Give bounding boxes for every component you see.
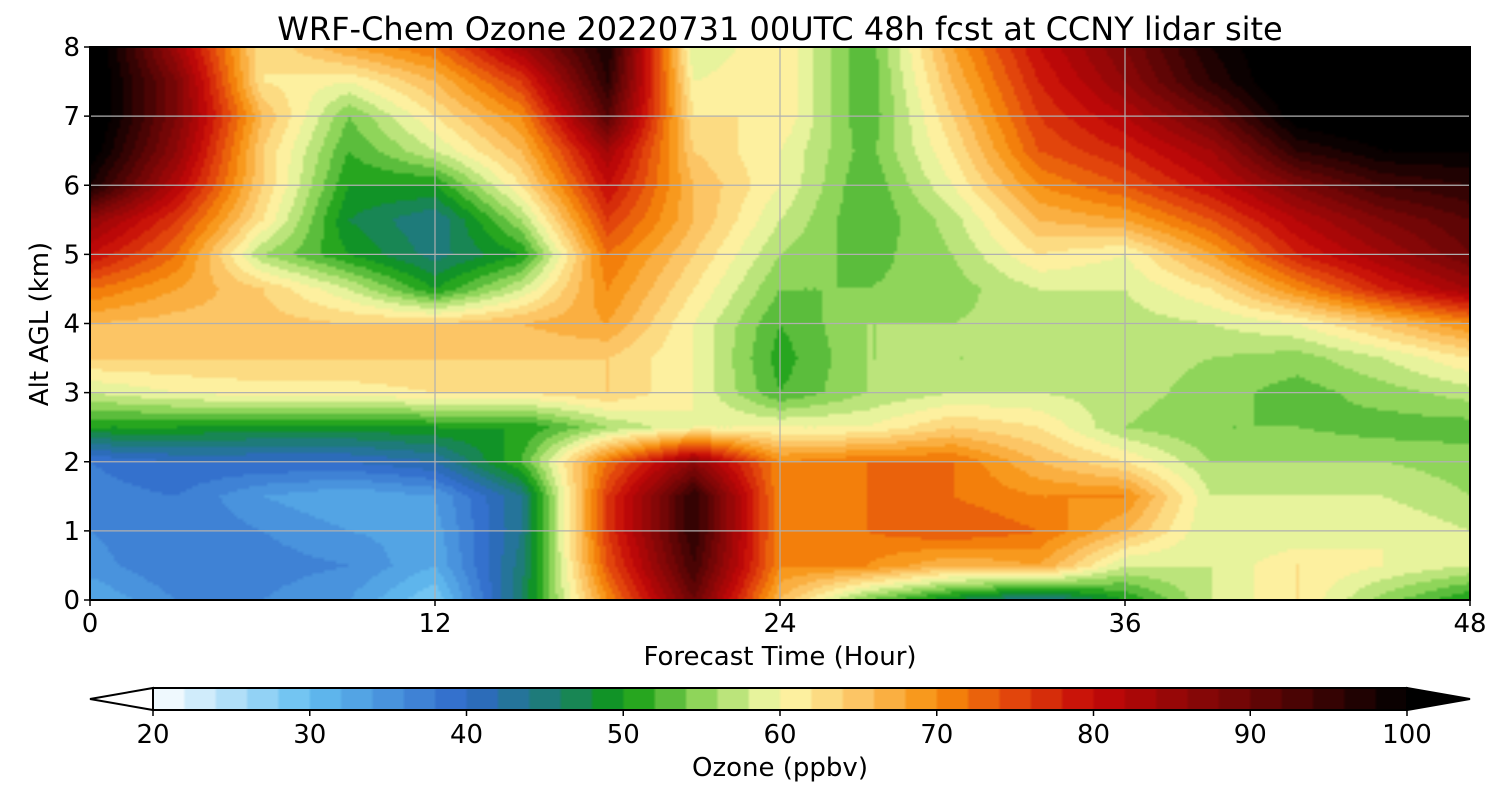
colorbar-tick-label: 100 <box>1382 720 1432 750</box>
grid <box>90 47 1470 600</box>
x-axis-label: Forecast Time (Hour) <box>643 642 916 672</box>
colorbar-extend-low <box>89 686 154 712</box>
colorbar-tick-label: 40 <box>450 720 483 750</box>
x-tick-label: 36 <box>1108 609 1141 639</box>
y-tick-label: 2 <box>63 448 80 478</box>
y-axis-label: Alt AGL (km) <box>25 242 55 406</box>
y-tick-label: 7 <box>63 102 80 132</box>
chart-title: WRF-Chem Ozone 20220731 00UTC 48h fcst a… <box>277 10 1282 48</box>
colorbar-image <box>153 688 1407 710</box>
colorbar-tick-label: 20 <box>136 720 169 750</box>
y-tick-label: 5 <box>63 240 80 270</box>
x-tick-label: 0 <box>82 609 99 639</box>
x-axis: 0 12 24 36 48 <box>82 600 1487 639</box>
y-tick-label: 1 <box>63 517 80 547</box>
colorbar-extend-high <box>1406 686 1471 712</box>
y-axis: 0 1 2 3 4 5 6 7 8 <box>63 33 90 616</box>
y-tick-label: 8 <box>63 33 80 63</box>
colorbar-tick-label: 60 <box>763 720 796 750</box>
x-tick-label: 12 <box>418 609 451 639</box>
colorbar-label: Ozone (ppbv) <box>692 753 868 783</box>
y-tick-label: 6 <box>63 171 80 201</box>
colorbar-tick-label: 80 <box>1077 720 1110 750</box>
y-tick-label: 0 <box>63 586 80 616</box>
colorbar-tick-label: 70 <box>920 720 953 750</box>
colorbar-tick-label: 50 <box>607 720 640 750</box>
x-tick-label: 24 <box>763 609 796 639</box>
x-tick-label: 48 <box>1453 609 1486 639</box>
colorbar-ticks: 20 30 40 50 60 70 80 90 100 <box>136 710 1432 750</box>
y-tick-label: 3 <box>63 379 80 409</box>
plot-area <box>90 47 1470 600</box>
colorbar-tick-label: 30 <box>293 720 326 750</box>
colorbar: 20 30 40 50 60 70 80 90 100 Ozone (ppbv) <box>89 686 1471 783</box>
colorbar-tick-label: 90 <box>1234 720 1267 750</box>
y-tick-label: 4 <box>63 310 80 340</box>
